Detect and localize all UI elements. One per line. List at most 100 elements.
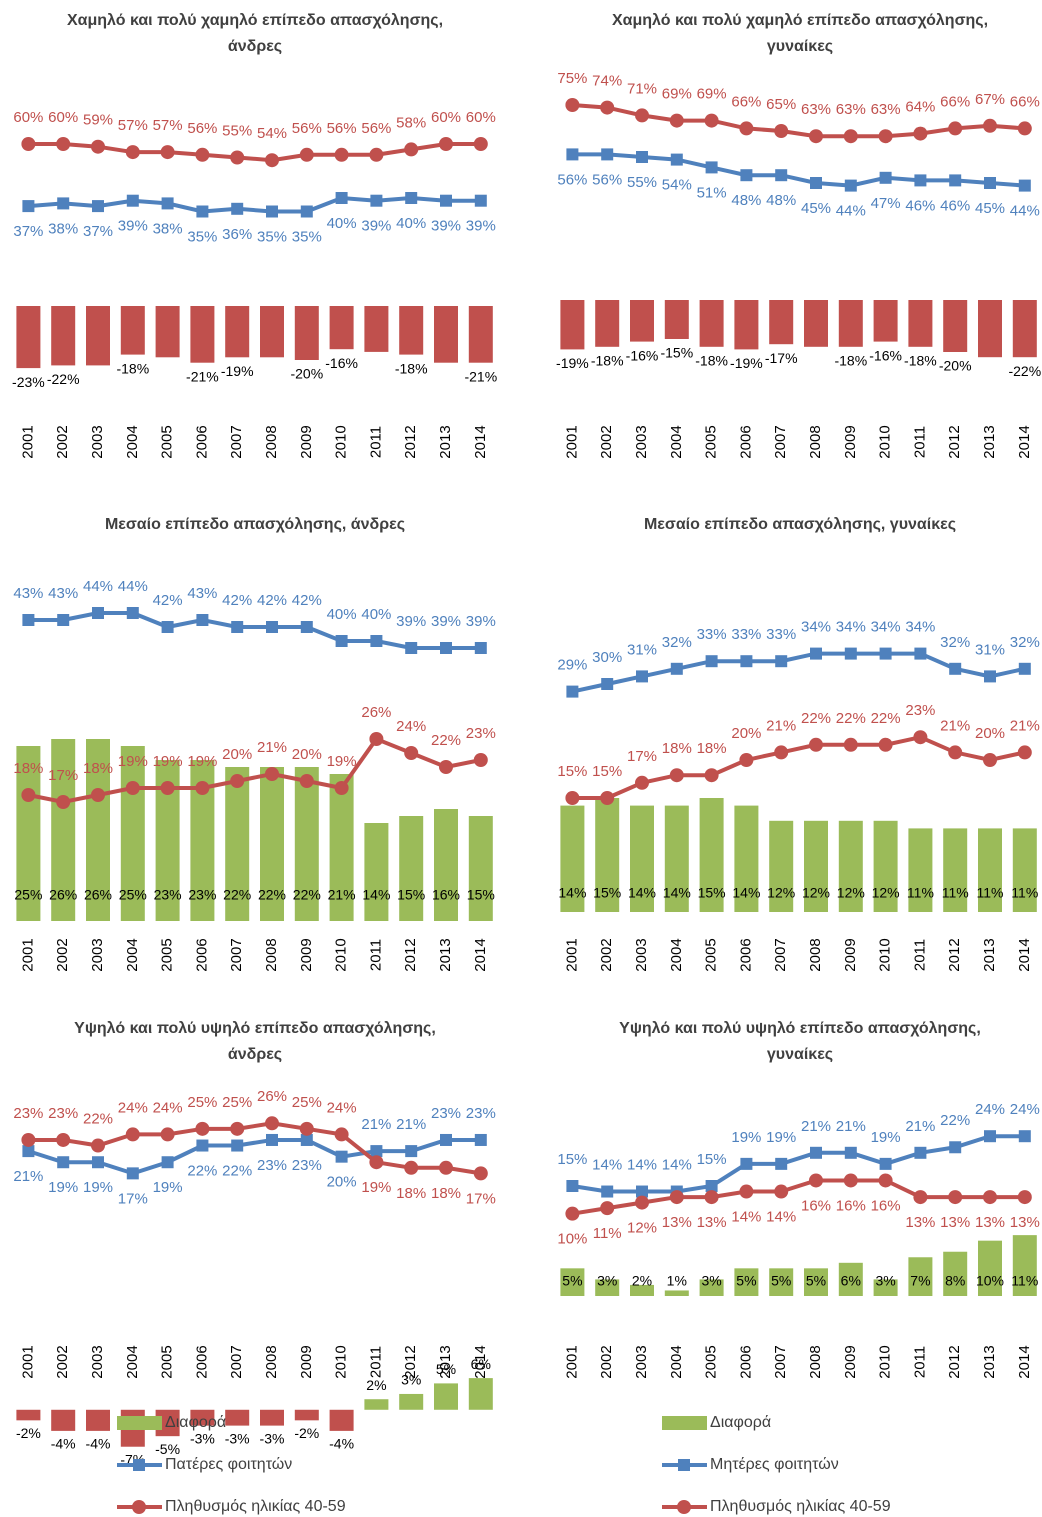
- x-tick-label: 2003: [89, 938, 106, 971]
- data-label: 63%: [801, 101, 831, 118]
- x-tick-label: 2014: [1016, 938, 1033, 971]
- data-label: 64%: [905, 99, 935, 116]
- data-label: -19%: [221, 363, 254, 379]
- marker: [404, 746, 419, 760]
- data-label: 44%: [1010, 203, 1040, 220]
- data-label: -22%: [1008, 363, 1041, 379]
- x-tick-label: 2001: [563, 425, 580, 458]
- data-label: 20%: [222, 746, 252, 763]
- bar: [294, 306, 319, 360]
- x-tick-label: 2013: [437, 938, 454, 971]
- data-label: 63%: [871, 101, 901, 118]
- data-label: 19%: [83, 1179, 113, 1196]
- data-label: 13%: [662, 1214, 692, 1231]
- data-label: 36%: [222, 226, 252, 243]
- marker: [810, 647, 822, 660]
- marker: [265, 153, 279, 168]
- bar: [16, 306, 41, 369]
- data-label: 23%: [13, 1105, 43, 1122]
- marker: [984, 177, 996, 189]
- marker: [704, 768, 719, 783]
- bar: [16, 1409, 41, 1421]
- data-label: 22%: [940, 1112, 970, 1129]
- marker: [21, 788, 36, 802]
- x-tick-label: 2010: [877, 1345, 894, 1378]
- marker: [879, 171, 892, 184]
- marker: [21, 137, 36, 151]
- data-label: 57%: [118, 117, 148, 134]
- marker: [843, 129, 858, 144]
- bar: [804, 820, 828, 912]
- x-tick-label: 2012: [402, 1345, 419, 1378]
- x-tick-label: 2014: [1016, 425, 1033, 458]
- marker: [1018, 179, 1031, 192]
- data-label: 23%: [466, 1105, 496, 1122]
- data-label: 12%: [767, 885, 795, 901]
- marker: [266, 1133, 278, 1146]
- marker: [635, 108, 649, 123]
- legend-label: Πληθυσμός ηλικίας 40-59: [710, 1498, 891, 1515]
- data-label: 13%: [940, 1214, 970, 1231]
- data-label: 26%: [361, 704, 391, 721]
- data-label: 46%: [940, 197, 970, 214]
- marker: [91, 788, 105, 802]
- marker: [474, 194, 487, 207]
- marker: [160, 1127, 175, 1142]
- x-tick-label: 2006: [193, 938, 210, 971]
- data-label: 13%: [1010, 1214, 1040, 1231]
- legend-label: Διαφορά: [165, 1414, 226, 1431]
- data-label: 40%: [396, 215, 426, 232]
- data-label: 22%: [871, 710, 901, 727]
- marker: [983, 1190, 997, 1205]
- bar: [978, 1240, 1002, 1296]
- bar: [630, 805, 654, 912]
- bar: [260, 306, 284, 358]
- data-label: -4%: [329, 1436, 354, 1452]
- data-label: 56%: [187, 120, 217, 137]
- data-label: 34%: [836, 619, 866, 636]
- bar: [294, 767, 319, 921]
- marker: [404, 142, 419, 157]
- bar: [734, 1268, 759, 1296]
- marker: [300, 205, 313, 218]
- marker: [369, 1155, 384, 1170]
- x-tick-label: 2012: [402, 938, 419, 971]
- data-label: 39%: [431, 613, 461, 630]
- marker: [265, 767, 279, 781]
- data-label: 6%: [841, 1273, 861, 1289]
- marker: [913, 1190, 928, 1205]
- marker: [914, 1146, 927, 1159]
- data-label: 40%: [327, 215, 357, 232]
- x-tick-label: 2005: [159, 938, 176, 971]
- data-label: 23%: [48, 1105, 78, 1122]
- data-label: 18%: [431, 1185, 461, 1202]
- data-label: -16%: [626, 347, 659, 363]
- marker: [774, 1184, 789, 1199]
- marker: [704, 113, 719, 128]
- x-tick-label: 2008: [807, 938, 824, 971]
- x-tick-label: 2004: [124, 1345, 141, 1378]
- data-label: 60%: [48, 109, 78, 126]
- bar: [664, 805, 689, 912]
- data-label: 11%: [1011, 1273, 1038, 1289]
- data-label: 15%: [397, 887, 425, 903]
- data-label: 15%: [593, 885, 621, 901]
- x-tick-label: 2007: [772, 425, 789, 458]
- bar: [399, 1393, 424, 1410]
- x-tick-label: 2011: [367, 1346, 384, 1378]
- bar: [908, 828, 933, 912]
- marker: [878, 737, 893, 752]
- x-tick-label: 2011: [911, 939, 928, 971]
- data-label: 21%: [328, 887, 356, 903]
- x-tick-label: 2002: [598, 425, 615, 458]
- data-label: 22%: [222, 1163, 252, 1180]
- data-label: 63%: [836, 101, 866, 118]
- marker: [878, 129, 893, 144]
- data-label: 22%: [293, 887, 321, 903]
- data-label: 3%: [401, 1372, 421, 1388]
- bar: [364, 1399, 389, 1410]
- x-tick-label: 2010: [877, 425, 894, 458]
- marker: [405, 642, 418, 654]
- marker: [56, 1132, 71, 1147]
- data-label: 22%: [801, 710, 831, 727]
